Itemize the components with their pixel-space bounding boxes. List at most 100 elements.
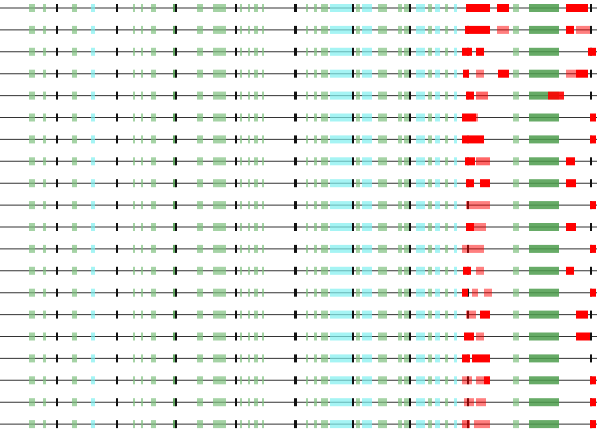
match-block <box>445 135 448 144</box>
match-block <box>151 266 156 275</box>
gap-block <box>330 310 352 319</box>
match-block <box>445 91 448 100</box>
match-block <box>428 25 432 34</box>
conserved-block <box>173 420 176 429</box>
match-block <box>254 179 258 188</box>
variant-block <box>588 47 596 56</box>
match-block <box>240 25 242 34</box>
match-block <box>513 47 519 56</box>
match-block <box>398 223 402 231</box>
gap-block <box>362 288 372 297</box>
tick <box>116 4 118 12</box>
tick <box>175 332 177 341</box>
gap-block <box>91 420 95 429</box>
match-block <box>213 398 226 407</box>
match-block <box>43 332 46 341</box>
gap-block <box>454 69 457 78</box>
gap-block <box>91 179 95 188</box>
variant-block <box>476 266 484 275</box>
gap-block <box>362 157 372 166</box>
variant-block <box>566 179 576 188</box>
tick <box>352 332 354 341</box>
match-block <box>72 223 77 231</box>
tick <box>352 288 354 297</box>
tick <box>116 398 118 407</box>
match-block <box>321 91 328 100</box>
gap-block <box>454 25 457 34</box>
match-block <box>513 288 519 297</box>
tick <box>175 157 177 166</box>
variant-block <box>484 376 490 385</box>
gap-block <box>435 354 440 363</box>
tick <box>56 332 58 341</box>
gap-block <box>330 288 352 297</box>
variant-block <box>462 376 472 385</box>
match-block <box>428 420 432 429</box>
match-block <box>72 288 77 297</box>
variant-block <box>472 354 490 363</box>
match-block <box>72 69 77 78</box>
match-block <box>513 223 519 231</box>
match-block <box>321 223 328 231</box>
variant-block <box>466 4 490 12</box>
gap-block <box>416 354 425 363</box>
match-block <box>404 354 410 363</box>
match-block <box>254 223 258 231</box>
gap-block <box>416 244 425 253</box>
match-block <box>141 4 143 12</box>
gap-block <box>435 113 440 122</box>
match-block <box>378 69 387 78</box>
match-block <box>43 179 46 188</box>
gap-block <box>91 354 95 363</box>
tick <box>116 47 118 56</box>
tick <box>294 157 297 166</box>
match-block <box>445 25 448 34</box>
match-block <box>314 288 317 297</box>
tick <box>409 266 411 275</box>
gap-block <box>362 69 372 78</box>
match-block <box>314 420 317 429</box>
match-block <box>248 179 250 188</box>
tick <box>56 4 58 12</box>
tick <box>352 69 354 78</box>
gap-block <box>416 179 425 188</box>
match-block <box>398 135 402 144</box>
gap-block <box>454 244 457 253</box>
gap-block <box>330 69 352 78</box>
match-block <box>240 47 242 56</box>
tick <box>294 244 297 253</box>
match-block <box>306 244 308 253</box>
gap-block <box>362 179 372 188</box>
match-block <box>314 398 317 407</box>
variant-block <box>590 201 596 210</box>
tick <box>409 354 411 363</box>
gap-block <box>454 91 457 100</box>
match-block <box>404 4 410 12</box>
match-block <box>445 157 448 166</box>
match-block <box>248 69 250 78</box>
match-block <box>378 223 387 231</box>
match-block <box>248 398 250 407</box>
match-block <box>141 398 143 407</box>
conserved-block <box>173 223 176 231</box>
variant-block <box>476 201 490 210</box>
match-block <box>404 244 410 253</box>
gap-block <box>91 47 95 56</box>
match-block <box>43 266 46 275</box>
match-block <box>356 91 360 100</box>
tick <box>235 91 237 100</box>
match-block <box>151 223 156 231</box>
match-block <box>197 310 203 319</box>
gap-block <box>330 47 352 56</box>
match-block <box>240 354 242 363</box>
variant-block <box>590 398 596 407</box>
match-block <box>29 91 35 100</box>
match-block <box>314 266 317 275</box>
match-block <box>262 310 264 319</box>
match-block <box>314 310 317 319</box>
tick <box>352 157 354 166</box>
match-block <box>254 354 258 363</box>
match-block <box>29 266 35 275</box>
gap-block <box>454 135 457 144</box>
match-block <box>306 398 308 407</box>
